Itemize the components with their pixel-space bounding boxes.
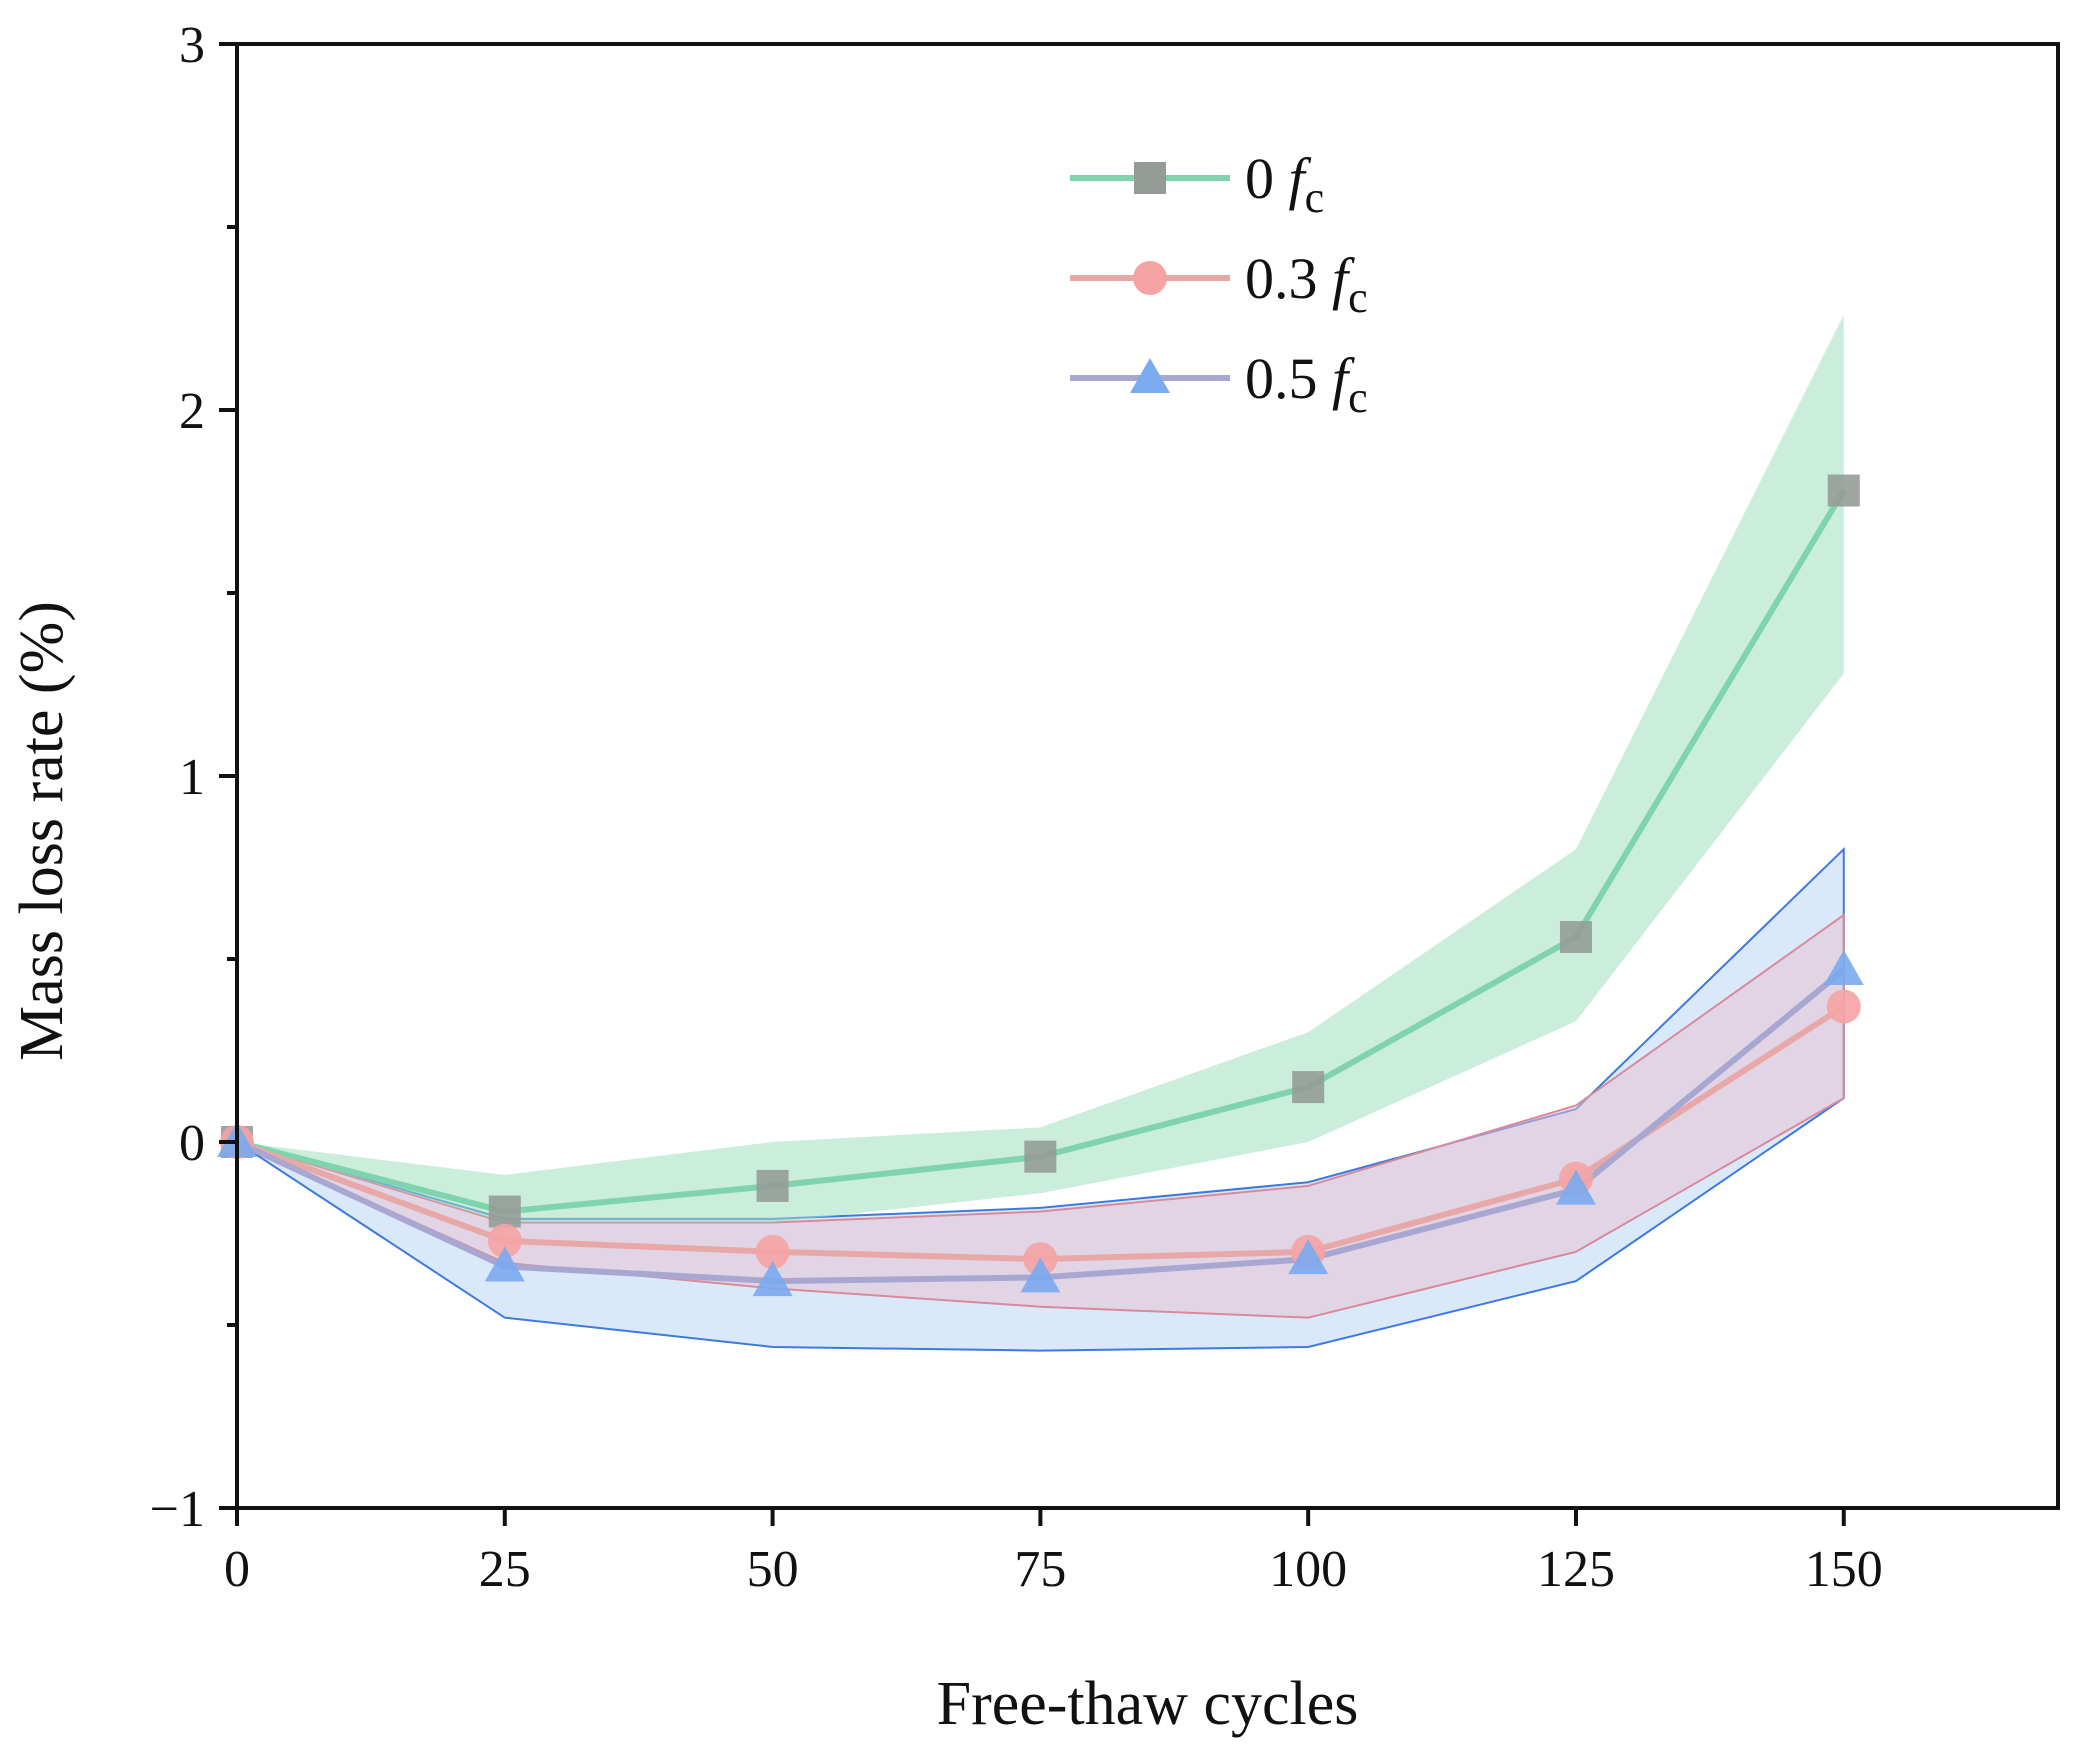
legend-swatch-marker [1134, 162, 1166, 194]
legend-swatch-marker [1133, 261, 1167, 295]
x-axis-ticks: 0 25 50 75 100 125 150 [224, 1508, 1883, 1598]
y-axis-title: Mass loss rate (%) [8, 601, 76, 1061]
y-axis-ticks: −1 0 1 2 3 [150, 17, 237, 1538]
point-0-5-f [752, 1261, 793, 1297]
legend-label-subscript: c [1348, 273, 1368, 322]
x-tick-label: 100 [1269, 1541, 1347, 1598]
x-tick-label: 75 [1014, 1541, 1066, 1598]
point-0-f [1024, 1140, 1057, 1173]
series-markers [217, 474, 1864, 1297]
point-0-f [488, 1195, 521, 1228]
x-tick-label: 25 [479, 1541, 531, 1598]
point-0-f [1827, 474, 1860, 507]
point-0-3-f [487, 1223, 522, 1258]
band-0-f [237, 314, 1844, 1223]
y-tick-label: 1 [179, 749, 205, 806]
point-0-f [756, 1169, 789, 1202]
legend-label-subscript: c [1348, 373, 1368, 422]
point-0-3-f [755, 1234, 790, 1269]
point-0-5-f [484, 1246, 525, 1282]
x-tick-label: 50 [747, 1541, 799, 1598]
legend-swatch-marker [1130, 358, 1170, 393]
legend-label-value: 0 [1245, 146, 1289, 211]
legend-item-0-f: 0 fc [1070, 146, 1324, 222]
point-0-f [1292, 1071, 1325, 1104]
legend-label: 0 fc [1245, 146, 1324, 222]
y-tick-label: 2 [179, 383, 205, 440]
point-0-3-f [1826, 989, 1861, 1024]
y-tick-label: 0 [179, 1115, 205, 1172]
point-0-5-f [1020, 1257, 1061, 1293]
x-tick-label: 0 [224, 1541, 250, 1598]
point-0-f [1559, 921, 1592, 954]
point-0-5-f [1288, 1239, 1329, 1275]
legend-label: 0.3 fc [1245, 246, 1368, 322]
x-axis-title: Free-thaw cycles [937, 1670, 1359, 1738]
legend-label-value: 0.5 [1245, 346, 1332, 411]
y-tick-label: −1 [150, 1481, 205, 1538]
point-0-5-f [1823, 949, 1864, 985]
y-tick-label: 3 [179, 17, 205, 74]
legend-label-subscript: c [1305, 173, 1325, 222]
legend-label: 0.5 fc [1245, 346, 1368, 422]
x-tick-label: 125 [1537, 1541, 1615, 1598]
confidence-bands [236, 314, 1845, 1352]
legend-item-0-5-f: 0.5 fc [1070, 346, 1368, 422]
x-tick-label: 150 [1805, 1541, 1883, 1598]
legend-item-0-3-f: 0.3 fc [1070, 246, 1368, 322]
point-0-5-f [1555, 1169, 1596, 1205]
legend: 0 fc 0.3 fc 0.5 fc [1070, 146, 1368, 422]
legend-label-value: 0.3 [1245, 246, 1332, 311]
